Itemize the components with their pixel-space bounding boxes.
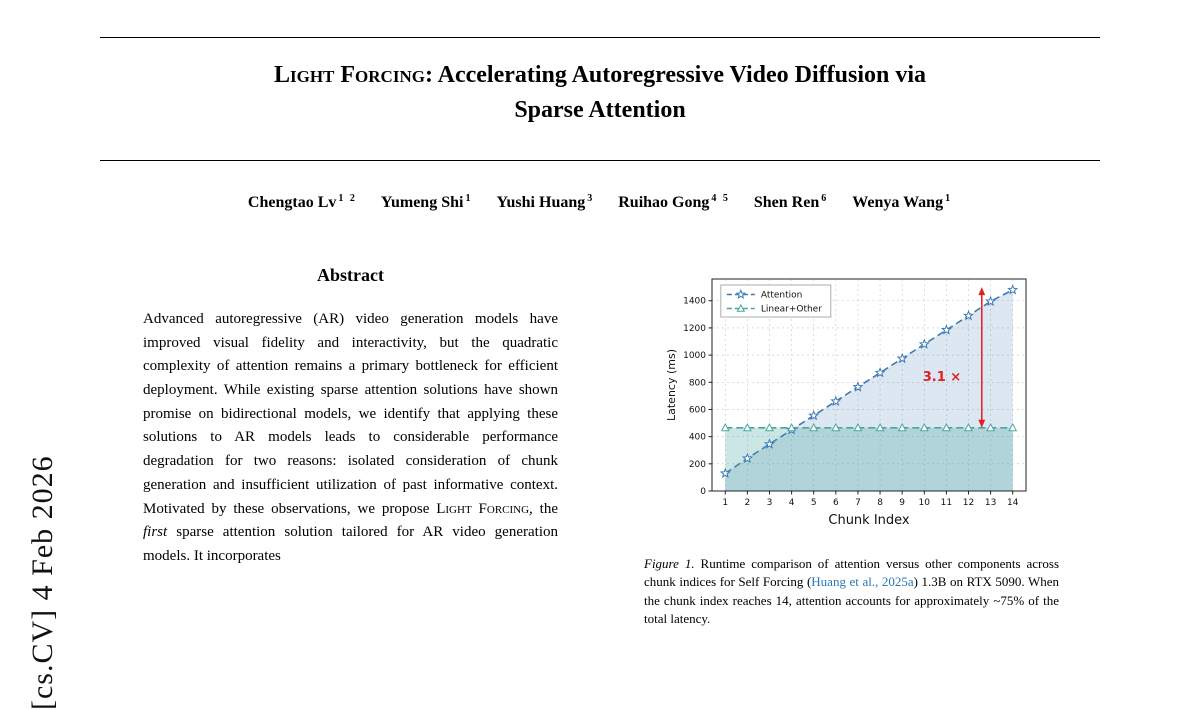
citation-link[interactable]: Huang et al., 2025a xyxy=(811,574,914,590)
caption-text-pre: Runtime comparison of attention versus o… xyxy=(644,556,1060,590)
svg-text:1000: 1000 xyxy=(683,351,706,361)
svg-text:3: 3 xyxy=(767,498,773,508)
author-name: Yumeng Shi xyxy=(380,194,464,212)
svg-text:400: 400 xyxy=(689,433,706,443)
svg-text:3.1 ×: 3.1 × xyxy=(923,370,961,385)
top-rule xyxy=(100,37,1100,38)
caption-text-post: ) 1.3B on RTX 5090. When the chunk index… xyxy=(644,574,1060,627)
author-affiliation: 1 2 xyxy=(338,193,357,204)
figure1-caption: Figure 1. Runtime comparison of attentio… xyxy=(644,555,1059,629)
paper-title: Light Forcing: Accelerating Autoregressi… xyxy=(0,58,1200,128)
title-line2: Sparse Attention xyxy=(514,96,686,123)
svg-text:11: 11 xyxy=(941,498,952,508)
author-name: Shen Ren xyxy=(753,194,820,212)
abstract-method-name: Light Forcing xyxy=(436,500,530,517)
figure1-chart-container: 0 200 400 600 800 1000 1200 1400 1 2 3 4 5 6 7 8 9 10 11 12… xyxy=(662,271,1036,531)
figure-label: Figure 1. xyxy=(644,556,695,571)
svg-text:1: 1 xyxy=(722,498,728,508)
svg-text:7: 7 xyxy=(855,498,861,508)
author-affiliation: 6 xyxy=(821,193,829,204)
svg-text:800: 800 xyxy=(689,378,706,388)
svg-text:9: 9 xyxy=(899,498,905,508)
svg-text:Chunk Index: Chunk Index xyxy=(828,513,910,528)
author: Wenya Wang 1 xyxy=(852,193,953,212)
author-affiliation: 3 xyxy=(587,193,595,204)
svg-text:600: 600 xyxy=(689,405,706,415)
author: Ruihao Gong 4 5 xyxy=(618,193,730,212)
author-affiliation: 1 xyxy=(465,193,473,204)
svg-text:2: 2 xyxy=(745,498,751,508)
mid-rule xyxy=(100,160,1100,161)
title-line1: Light Forcing: Accelerating Autoregressi… xyxy=(0,58,1200,93)
svg-text:12: 12 xyxy=(963,498,974,508)
author: Shen Ren 6 xyxy=(753,193,829,212)
abstract-part2: , the xyxy=(529,500,558,517)
abstract-emphasis: first xyxy=(143,524,168,541)
svg-text:1200: 1200 xyxy=(683,324,706,334)
svg-text:5: 5 xyxy=(811,498,817,508)
title-rest: : Accelerating Autoregressive Video Diff… xyxy=(424,62,927,88)
title-term: Light Forcing xyxy=(273,62,425,88)
svg-text:Linear+Other: Linear+Other xyxy=(761,305,822,315)
author-affiliation: 4 5 xyxy=(711,193,730,204)
right-column: 0 200 400 600 800 1000 1200 1400 1 2 3 4 5 6 7 8 9 10 11 12… xyxy=(644,255,1059,629)
author-name: Chengtao Lv xyxy=(247,194,337,212)
svg-text:0: 0 xyxy=(700,487,706,497)
author-affiliation: 1 xyxy=(945,193,953,204)
author: Yushi Huang 3 xyxy=(496,193,595,212)
svg-text:10: 10 xyxy=(919,498,931,508)
author-name: Wenya Wang xyxy=(852,194,944,212)
author: Yumeng Shi 1 xyxy=(380,193,473,212)
svg-text:Attention: Attention xyxy=(761,291,803,301)
abstract-text: Advanced autoregressive (AR) video gener… xyxy=(143,308,558,569)
author-name: Yushi Huang xyxy=(496,194,586,212)
author: Chengtao Lv 1 2 xyxy=(247,193,357,212)
left-column: Abstract Advanced autoregressive (AR) vi… xyxy=(143,255,558,629)
two-column-body: Abstract Advanced autoregressive (AR) vi… xyxy=(143,255,1059,629)
svg-text:14: 14 xyxy=(1007,498,1019,508)
author-name: Ruihao Gong xyxy=(618,194,710,212)
svg-text:8: 8 xyxy=(877,498,883,508)
svg-text:4: 4 xyxy=(789,498,795,508)
svg-text:6: 6 xyxy=(833,498,839,508)
svg-text:200: 200 xyxy=(689,460,706,470)
abstract-heading: Abstract xyxy=(317,265,384,285)
abstract-part3: sparse attention solution tailored for A… xyxy=(143,524,558,564)
svg-text:1400: 1400 xyxy=(683,297,706,307)
arxiv-side-label: [cs.CV] 4 Feb 2026 xyxy=(26,455,59,710)
abstract-part1: Advanced autoregressive (AR) video gener… xyxy=(143,311,558,517)
svg-text:13: 13 xyxy=(985,498,996,508)
svg-text:Latency (ms): Latency (ms) xyxy=(665,349,678,421)
author-list: Chengtao Lv 1 2 Yumeng Shi 1 Yushi Huang 3 … xyxy=(0,193,1200,212)
